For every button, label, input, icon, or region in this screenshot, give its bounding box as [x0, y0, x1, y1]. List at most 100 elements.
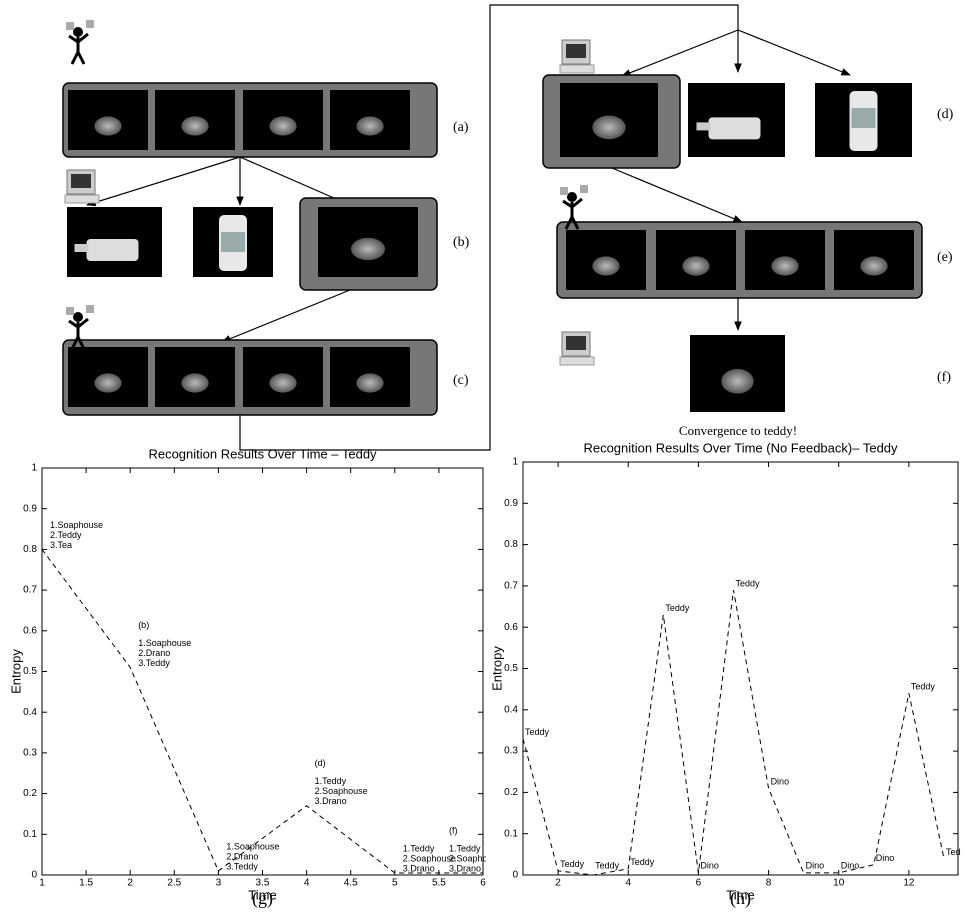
y-tick-label: 0.9 [504, 498, 518, 509]
point-label: 1.Teddy [315, 776, 347, 786]
x-tick-label: 5 [392, 878, 398, 889]
y-axis-label: Entropy [489, 646, 504, 691]
plot-area [42, 468, 483, 875]
person-body [69, 34, 88, 64]
person-item [66, 22, 74, 30]
point-label: 2.Soaphouse [315, 786, 368, 796]
chart: Recognition Results Over Time (No Feedba… [489, 440, 970, 909]
panel-label: (f) [937, 370, 951, 385]
y-tick-label: 0.2 [23, 788, 37, 799]
y-tick-label: 1 [512, 457, 518, 468]
person-head [73, 27, 83, 37]
teddy [592, 256, 619, 275]
x-tick-label: 6 [480, 878, 486, 889]
person-item [66, 307, 74, 315]
point-label: 1.Soaphouse [138, 638, 191, 648]
point-label: Dino [771, 777, 790, 787]
panel-label: (c) [453, 373, 469, 388]
panel-label: (a) [453, 120, 469, 135]
person-item [86, 305, 94, 313]
point-label: 3.Drano [449, 863, 481, 873]
person-head [73, 312, 83, 322]
y-tick-label: 0.9 [23, 503, 37, 514]
point-label: Teddy [560, 859, 585, 869]
chart: Recognition Results Over Time – TeddyTim… [8, 446, 502, 909]
y-tick-label: 0.7 [504, 581, 518, 592]
base [65, 195, 99, 203]
plot-area [523, 462, 958, 875]
point-label: 3.Teddy [226, 861, 258, 871]
figure: (a) (b) (c) (d) (e) (f) Convergence to t… [0, 0, 974, 915]
point-label: Teddy [630, 857, 655, 867]
data-line [523, 590, 944, 875]
panel-label: (b) [453, 235, 470, 250]
y-tick-label: 0 [512, 870, 518, 881]
teddy [351, 238, 385, 260]
point-label: 1.Soaphouse [226, 841, 279, 851]
panel-label: (e) [937, 250, 953, 265]
point-tag: (f) [449, 825, 458, 835]
screen [566, 336, 586, 350]
teddy [269, 373, 296, 392]
point-tag: (b) [138, 620, 149, 630]
point-label: Dino [806, 860, 825, 870]
x-tick-label: 6 [696, 878, 702, 889]
y-tick-label: 0 [31, 870, 37, 881]
point-label: Teddy [946, 847, 971, 857]
teddy [181, 116, 208, 135]
teddy [181, 373, 208, 392]
point-label: 2.Drano [226, 851, 258, 861]
teddy [860, 256, 887, 275]
bottle-label [221, 232, 245, 252]
y-tick-label: 0.7 [23, 585, 37, 596]
screen [566, 44, 586, 58]
x-tick-label: 2 [555, 878, 561, 889]
teddy [356, 373, 383, 392]
point-label: Teddy [665, 603, 690, 613]
bottle [87, 239, 139, 261]
diagram: (a) (b) (c) (d) (e) (f) Convergence to t… [63, 5, 954, 450]
y-tick-label: 0.3 [23, 748, 37, 759]
point-label: Teddy [911, 682, 936, 692]
point-label: 3.Drano [403, 863, 435, 873]
x-tick-label: 8 [766, 878, 772, 889]
point-label: 1.Teddy [449, 843, 481, 853]
y-tick-label: 0.1 [504, 828, 518, 839]
x-tick-label: 10 [833, 878, 845, 889]
bottle-label [852, 108, 876, 128]
person-item [580, 185, 588, 193]
x-tick-label: 3.5 [256, 878, 270, 889]
point-label: Dino [876, 853, 895, 863]
point-label: 1.Soaphouse [50, 520, 103, 530]
point-label: 3.Drano [315, 796, 347, 806]
point-label: 2.Soaphouse [449, 853, 502, 863]
y-tick-label: 0.6 [504, 622, 518, 633]
y-tick-label: 0.5 [23, 666, 37, 677]
y-tick-label: 0.2 [504, 787, 518, 798]
point-label: Dino [700, 860, 719, 870]
point-label: Dino [841, 860, 860, 870]
annotations: 1.Soaphouse2.Teddy3.Tea1.Soaphouse2.Dran… [50, 520, 502, 874]
point-tag: (d) [315, 758, 326, 768]
y-tick-label: 0.6 [23, 625, 37, 636]
figure-label: (g) [252, 888, 273, 909]
y-tick-label: 0.4 [23, 707, 37, 718]
x-tick-label: 1.5 [79, 878, 93, 889]
teddy [269, 116, 296, 135]
x-tick-label: 3 [216, 878, 222, 889]
x-tick-label: 4.5 [344, 878, 358, 889]
x-tick-label: 5.5 [432, 878, 446, 889]
point-label: 1.Teddy [403, 843, 435, 853]
teddy [94, 373, 121, 392]
point-label: Teddy [735, 578, 760, 588]
base [560, 357, 594, 365]
teddy [592, 116, 625, 140]
bottle-cap [697, 122, 711, 130]
chart-title: Recognition Results Over Time – Teddy [148, 446, 377, 461]
base [560, 65, 594, 73]
x-tick-label: 12 [903, 878, 915, 889]
annotations: Teddy Teddy Teddy Teddy Teddy Dino Teddy Dino Di… [525, 578, 970, 870]
y-tick-label: 0.8 [23, 544, 37, 555]
person-head [567, 192, 577, 202]
x-tick-label: 2.5 [167, 878, 181, 889]
